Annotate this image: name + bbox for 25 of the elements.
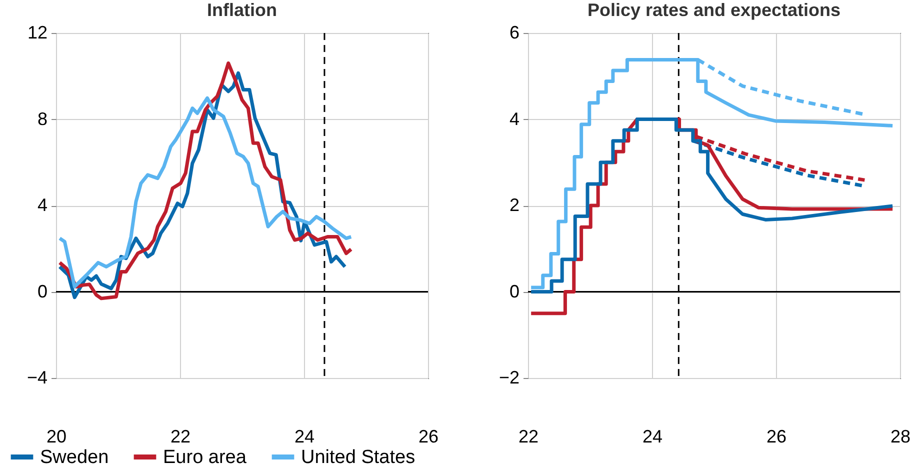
y-tick-label: 4 [37, 195, 48, 215]
chart-title: Policy rates and expectations [587, 0, 841, 20]
y-tick-label: −4 [26, 368, 48, 388]
x-tick-label: 20 [46, 426, 67, 446]
y-tick-label: 12 [27, 22, 48, 42]
y-tick-label: 0 [509, 281, 520, 302]
x-tick-label: 24 [642, 426, 663, 446]
chart-title: Inflation [207, 0, 277, 20]
x-tick-label: 28 [890, 426, 911, 446]
legend-label: Sweden [40, 447, 109, 468]
x-tick-label: 24 [294, 426, 315, 446]
x-tick-label: 26 [766, 426, 787, 446]
x-tick-label: 22 [170, 426, 191, 446]
y-tick-label: 4 [509, 108, 520, 129]
legend-label: Euro area [163, 447, 247, 468]
y-tick-label: 8 [37, 108, 48, 129]
y-tick-label: −2 [498, 368, 520, 388]
x-tick-label: 22 [518, 426, 539, 446]
y-tick-label: 2 [509, 195, 520, 215]
y-tick-label: 0 [37, 281, 48, 302]
line-series [58, 96, 353, 289]
line-series [529, 58, 894, 290]
y-tick-label: 6 [509, 22, 520, 42]
legend-label: United States [301, 447, 416, 468]
x-tick-label: 26 [418, 426, 439, 446]
